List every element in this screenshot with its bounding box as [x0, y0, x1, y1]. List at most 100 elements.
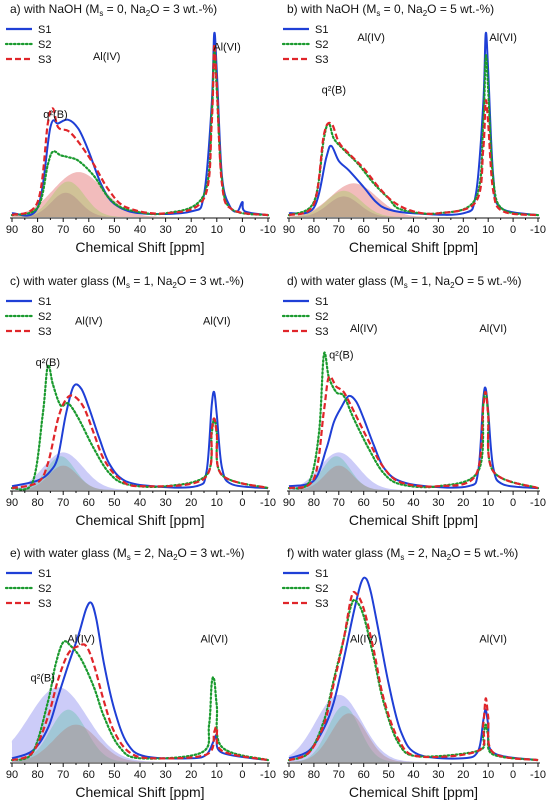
- x-axis-label: Chemical Shift [ppm]: [349, 239, 478, 255]
- x-tick-label: 70: [57, 224, 69, 236]
- legend-label-s3: S3: [38, 598, 51, 610]
- legend-label-s3: S3: [315, 54, 328, 66]
- x-tick-label: 70: [333, 497, 345, 509]
- x-axis-label: Chemical Shift [ppm]: [349, 512, 478, 528]
- annotation-1: Al(VI): [203, 316, 231, 328]
- x-tick-label: 60: [83, 497, 95, 509]
- panel-title: d) with water glass (Ms = 1, Na2O = 5 wt…: [287, 274, 522, 290]
- legend-label-s2: S2: [38, 311, 51, 323]
- x-tick-label: 30: [432, 497, 444, 509]
- x-tick-label: 90: [283, 497, 295, 509]
- x-tick-label: 80: [31, 497, 43, 509]
- x-tick-label: 70: [57, 497, 69, 509]
- x-tick-label: 60: [83, 224, 95, 236]
- series-line-s3: [288, 99, 539, 217]
- x-axis-label: Chemical Shift [ppm]: [75, 784, 204, 800]
- series-line-s3: [11, 643, 269, 762]
- x-tick-label: 20: [185, 769, 197, 781]
- x-tick-label: 80: [308, 224, 320, 236]
- legend-label-s1: S1: [38, 296, 51, 308]
- annotation-0: Al(IV): [93, 51, 121, 63]
- component-fill-0: [11, 172, 166, 217]
- x-tick-label: 50: [108, 769, 120, 781]
- component-fill-2: [288, 713, 439, 762]
- x-tick-label: 30: [159, 497, 171, 509]
- x-tick-label: 10: [482, 224, 494, 236]
- x-tick-label: 60: [358, 224, 370, 236]
- annotation-2: q²(B): [329, 349, 353, 361]
- x-tick-label: 40: [134, 224, 146, 236]
- x-tick-label: 10: [211, 497, 223, 509]
- x-tick-label: 30: [159, 769, 171, 781]
- panel-c: c) with water glass (Ms = 1, Na2O = 3 wt…: [4, 274, 276, 528]
- x-tick-label: 40: [134, 769, 146, 781]
- x-tick-label: 20: [457, 224, 469, 236]
- x-tick-label: -10: [530, 224, 546, 236]
- x-tick-label: 30: [432, 769, 444, 781]
- x-axis-label: Chemical Shift [ppm]: [75, 512, 204, 528]
- x-tick-label: 60: [358, 769, 370, 781]
- x-tick-label: 10: [211, 769, 223, 781]
- x-tick-label: 80: [31, 769, 43, 781]
- component-fill-1: [288, 456, 439, 490]
- component-fill-1: [288, 190, 439, 217]
- legend-label-s2: S2: [38, 583, 51, 595]
- component-fill-1: [11, 181, 166, 217]
- x-axis-label: Chemical Shift [ppm]: [349, 784, 478, 800]
- legend-label-s3: S3: [315, 326, 328, 338]
- x-tick-label: 0: [510, 769, 516, 781]
- annotation-2: q²(B): [30, 673, 54, 685]
- series-line-s3: [288, 590, 539, 762]
- x-tick-label: 80: [308, 497, 320, 509]
- panel-d: d) with water glass (Ms = 1, Na2O = 5 wt…: [281, 274, 546, 528]
- x-tick-label: 50: [108, 497, 120, 509]
- x-tick-label: 60: [83, 769, 95, 781]
- legend-label-s3: S3: [38, 54, 51, 66]
- component-fill-2: [288, 465, 439, 490]
- x-tick-label: 90: [6, 224, 18, 236]
- legend-label-s1: S1: [315, 24, 328, 36]
- x-tick-label: 30: [159, 224, 171, 236]
- x-tick-label: 10: [482, 497, 494, 509]
- x-tick-label: 10: [211, 224, 223, 236]
- component-fill-0: [288, 452, 439, 490]
- component-fill-2: [11, 465, 166, 490]
- x-tick-label: 40: [407, 769, 419, 781]
- x-axis-label: Chemical Shift [ppm]: [75, 239, 204, 255]
- legend-label-s1: S1: [315, 568, 328, 580]
- x-tick-label: -10: [530, 497, 546, 509]
- component-fill-0: [288, 183, 439, 217]
- component-fill-1: [11, 709, 166, 762]
- x-tick-label: 70: [333, 224, 345, 236]
- annotation-0: Al(IV): [350, 323, 378, 335]
- x-tick-label: 20: [457, 769, 469, 781]
- legend-label-s2: S2: [38, 39, 51, 51]
- x-tick-label: 50: [382, 769, 394, 781]
- annotation-0: Al(IV): [350, 633, 378, 645]
- x-tick-label: 20: [185, 224, 197, 236]
- legend-label-s1: S1: [38, 24, 51, 36]
- x-tick-label: 90: [6, 769, 18, 781]
- component-fill-2: [11, 192, 166, 217]
- x-tick-label: 0: [239, 497, 245, 509]
- x-tick-label: 50: [108, 224, 120, 236]
- panel-title: f) with water glass (Ms = 2, Na2O = 5 wt…: [287, 546, 518, 562]
- x-tick-label: 80: [308, 769, 320, 781]
- component-fill-1: [11, 456, 166, 490]
- x-tick-label: 70: [333, 769, 345, 781]
- legend-label-s2: S2: [315, 39, 328, 51]
- panel-b: b) with NaOH (Ms = 0, Na2O = 5 wt.-%) 90 8…: [281, 2, 546, 255]
- x-tick-label: 0: [239, 769, 245, 781]
- x-tick-label: 90: [6, 497, 18, 509]
- x-tick-label: 90: [283, 769, 295, 781]
- component-fill-2: [11, 724, 166, 762]
- series-line-s1: [11, 383, 269, 490]
- annotation-1: Al(VI): [213, 42, 241, 54]
- panel-e: e) with water glass (Ms = 2, Na2O = 3 wt…: [4, 546, 276, 800]
- x-tick-label: 20: [457, 497, 469, 509]
- x-tick-label: -10: [260, 769, 276, 781]
- annotation-1: Al(VI): [479, 633, 507, 645]
- x-tick-label: -10: [530, 769, 546, 781]
- x-tick-label: 90: [283, 224, 295, 236]
